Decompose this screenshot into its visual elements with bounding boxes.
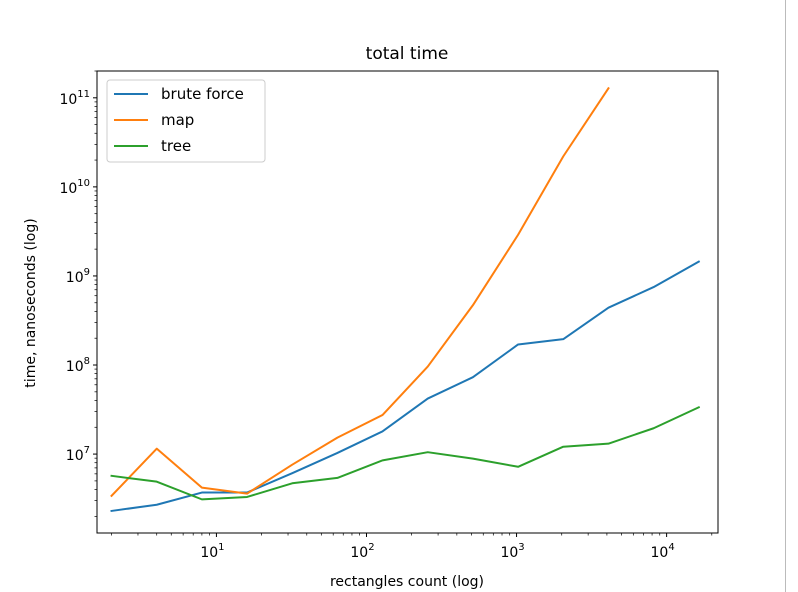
- y-axis: 107 108 109 1010 1011: [59, 70, 97, 517]
- series-line-1: [110, 86, 610, 498]
- x-tick-label: 104: [651, 542, 675, 561]
- page-edge-line: [785, 0, 786, 592]
- x-tick-label: 103: [500, 542, 524, 561]
- x-tick-label: 101: [200, 542, 224, 561]
- legend-label-2: tree: [161, 137, 191, 155]
- y-axis-label: time, nanoseconds (log): [23, 218, 39, 387]
- plot-area: [96, 70, 719, 534]
- y-tick-label: 1010: [59, 178, 90, 197]
- y-tick-label: 1011: [59, 89, 90, 108]
- x-axis-label: rectangles count (log): [330, 574, 484, 590]
- series-line-2: [110, 405, 701, 501]
- y-tick-label: 107: [66, 445, 90, 464]
- y-tick-label: 109: [66, 267, 90, 286]
- legend-label-0: brute force: [161, 85, 244, 103]
- x-axis: 101 102 103 104: [111, 533, 713, 561]
- legend: brute force map tree: [106, 79, 266, 163]
- legend-label-1: map: [161, 111, 194, 129]
- plot-frame: [96, 70, 719, 534]
- y-tick-label: 108: [66, 356, 90, 375]
- chart-title: total time: [366, 44, 449, 64]
- series-line-0: [110, 260, 701, 513]
- x-tick-label: 102: [350, 542, 374, 561]
- series-layer: [110, 86, 701, 513]
- legend-box: [106, 79, 266, 163]
